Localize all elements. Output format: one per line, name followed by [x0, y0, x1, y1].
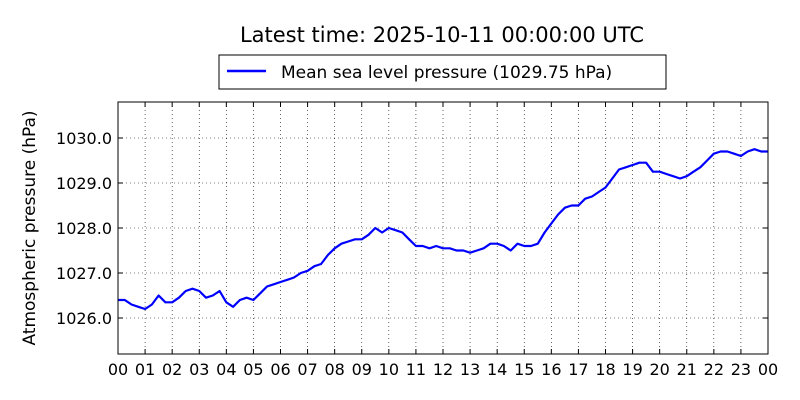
legend: Mean sea level pressure (1029.75 hPa): [218, 54, 667, 90]
x-tick-label: 03: [189, 360, 209, 379]
legend-label: Mean sea level pressure (1029.75 hPa): [281, 63, 612, 83]
x-tick-label: 08: [324, 360, 344, 379]
x-tick-label: 04: [216, 360, 236, 379]
grid: [118, 102, 768, 354]
x-tick-label: 10: [379, 360, 399, 379]
x-tick-label: 22: [704, 360, 724, 379]
x-tick-label: 13: [460, 360, 480, 379]
x-tick-label: 14: [487, 360, 507, 379]
x-tick-label: 12: [433, 360, 453, 379]
y-tick-label: 1028.0: [56, 219, 112, 238]
y-tick-label: 1030.0: [56, 129, 112, 148]
legend-box: [218, 54, 667, 90]
x-tick-label: 20: [649, 360, 669, 379]
x-tick-label: 19: [622, 360, 642, 379]
x-tick-label: 18: [595, 360, 615, 379]
series-line-0: [118, 148, 768, 311]
plot-frame: [117, 101, 769, 355]
x-tick-label: 11: [406, 360, 426, 379]
y-ticks: 1026.0 1027.0 1028.0 1029.0 1030.0: [56, 129, 768, 328]
x-tick-label: 02: [162, 360, 182, 379]
x-tick-label: 16: [541, 360, 561, 379]
y-axis-label: Atmospheric pressure (hPa): [20, 110, 40, 345]
x-tick-label: 01: [135, 360, 155, 379]
y-tick-label: 1026.0: [56, 309, 112, 328]
x-tick-label: 00: [108, 360, 128, 379]
series-layer: [118, 148, 768, 311]
x-tick-label: 07: [297, 360, 317, 379]
x-tick-label: 06: [270, 360, 290, 379]
x-ticks: 00 01 02 03 04 05 06 07 08 09 10 11 12 13 14 15 16 17 18 19…: [108, 102, 778, 379]
x-tick-label: 05: [243, 360, 263, 379]
x-tick-label: 15: [514, 360, 534, 379]
x-tick-label: 00: [758, 360, 778, 379]
x-tick-label: 09: [352, 360, 372, 379]
y-tick-label: 1027.0: [56, 264, 112, 283]
chart-title: Latest time: 2025-10-11 00:00:00 UTC: [240, 23, 644, 47]
x-tick-label: 23: [731, 360, 751, 379]
x-tick-label: 21: [677, 360, 697, 379]
x-tick-label: 17: [568, 360, 588, 379]
y-tick-label: 1029.0: [56, 174, 112, 193]
